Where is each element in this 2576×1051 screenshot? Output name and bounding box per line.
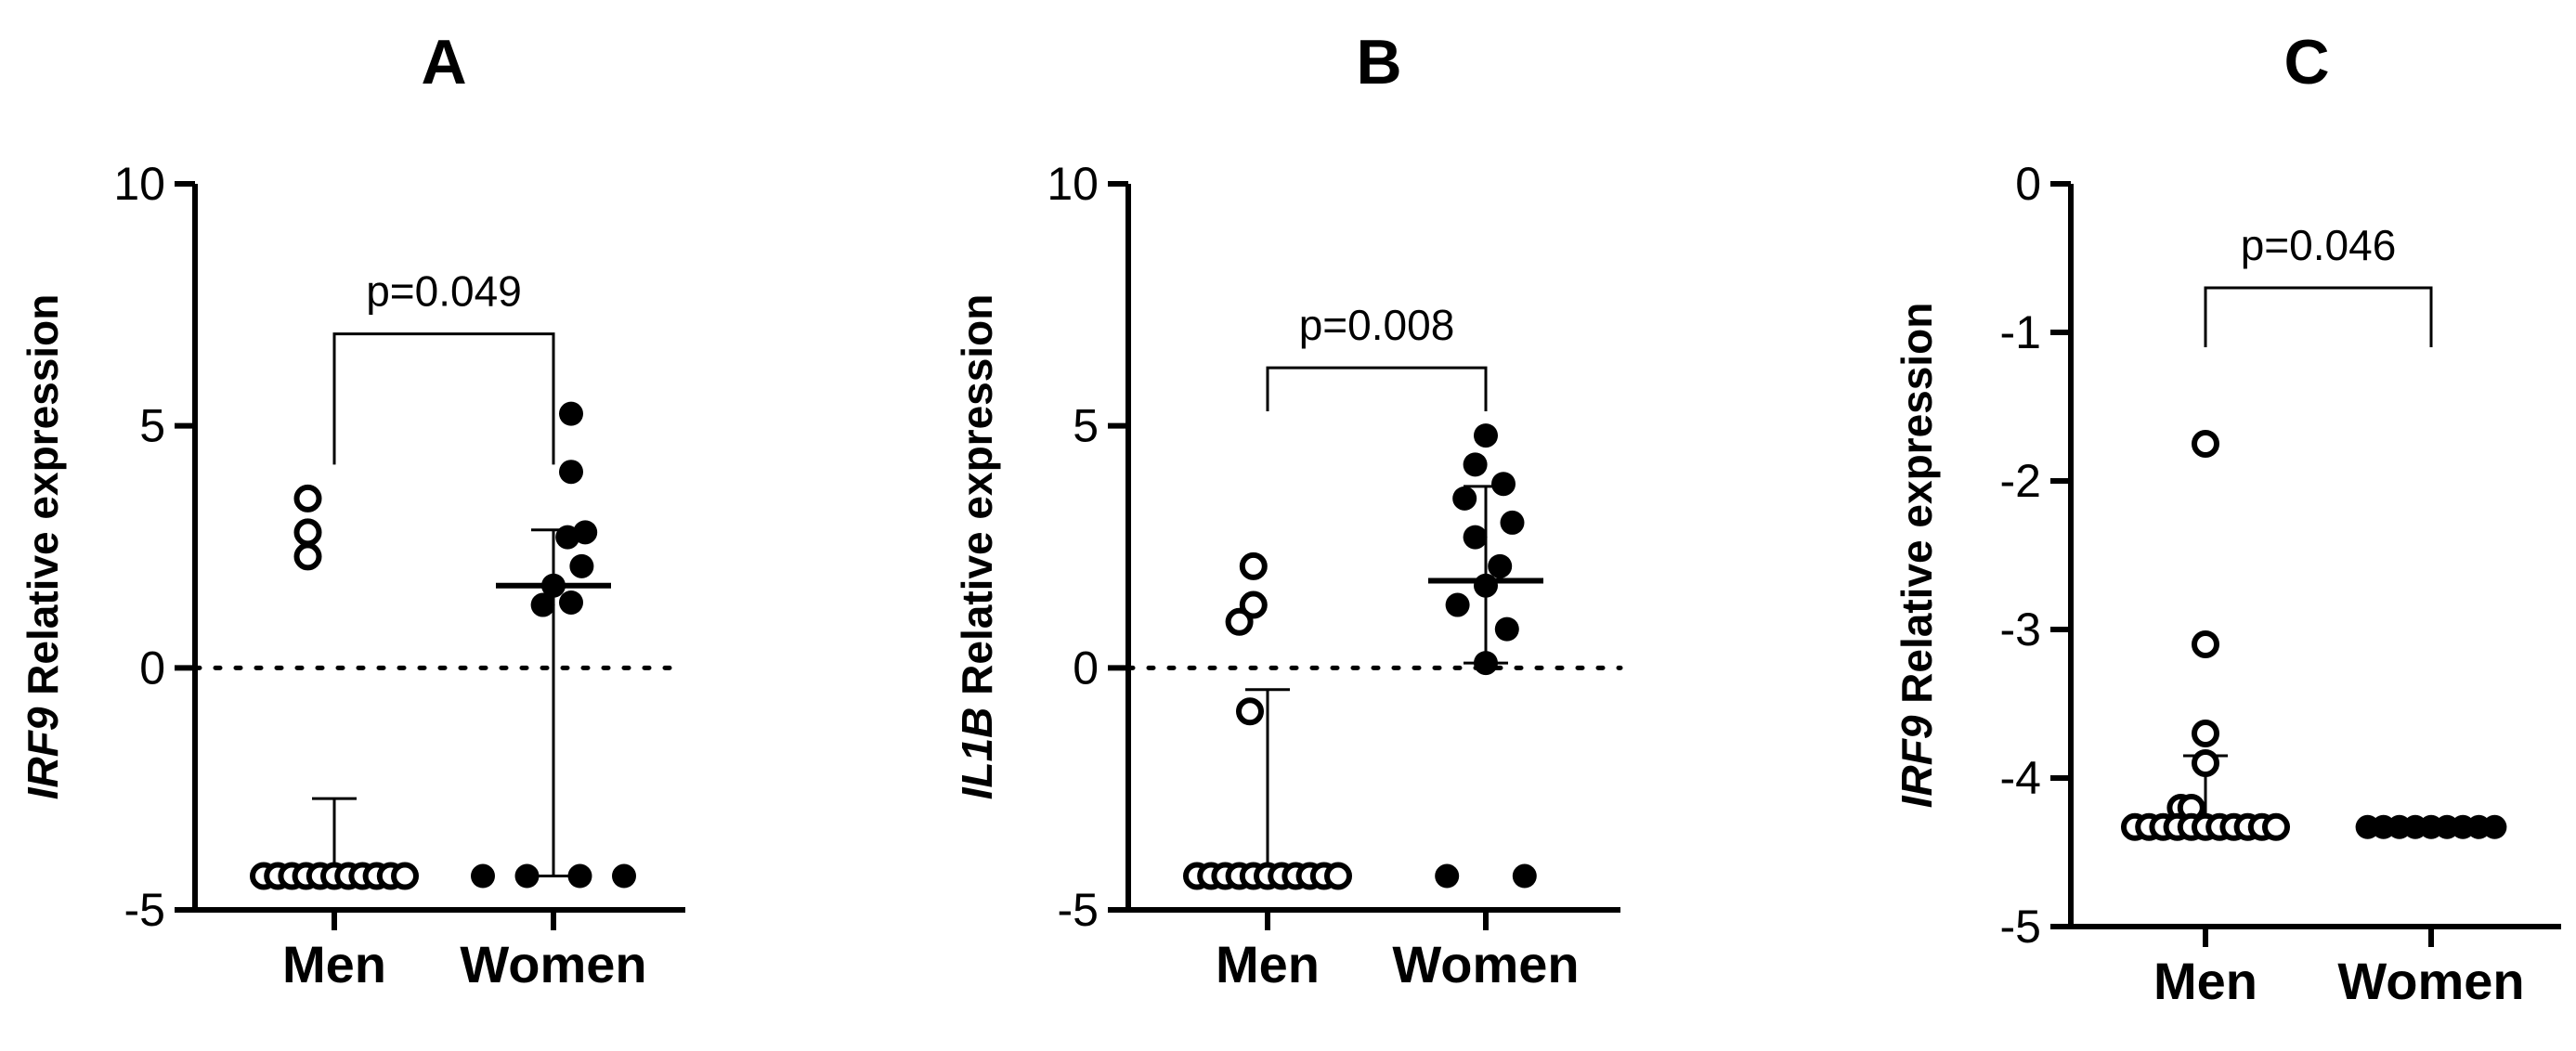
y-axis-label-text: Relative expression xyxy=(1893,303,1941,716)
y-tick-label: -5 xyxy=(1058,884,1099,936)
chart-panel-c: C IRF9 Relative expression -5 -4 -3 -2 -1 0 Men W… xyxy=(1893,27,2561,1010)
data-point-men xyxy=(1236,697,1264,726)
data-point-women xyxy=(1452,486,1477,511)
data-point-women xyxy=(569,553,594,578)
data-point-women xyxy=(1435,863,1460,889)
y-tick-label: -3 xyxy=(2000,603,2041,655)
data-point-women xyxy=(541,573,566,598)
data-point-women xyxy=(1474,573,1498,598)
y-tick-label: 5 xyxy=(139,400,165,452)
data-point-men xyxy=(293,484,322,513)
data-point-women xyxy=(1474,423,1498,448)
data-point-women xyxy=(530,592,555,617)
data-point-men xyxy=(2192,749,2219,777)
x-category-label: Men xyxy=(1216,935,1320,993)
y-tick-label: 5 xyxy=(1073,400,1099,452)
data-point-men xyxy=(2192,720,2219,747)
data-point-men xyxy=(293,542,322,571)
y-axis-label-gene: IRF9 xyxy=(19,707,67,799)
panel-letter: B xyxy=(1356,27,1401,97)
y-axis-label: IRF9 Relative expression xyxy=(1893,303,1941,809)
data-point-men xyxy=(2192,630,2219,658)
p-value-label: p=0.008 xyxy=(1299,301,1455,349)
y-axis-label-gene: IRF9 xyxy=(1893,715,1941,808)
data-point-women xyxy=(1463,452,1488,477)
data-point-men xyxy=(391,862,419,890)
panel-letter: A xyxy=(421,27,466,97)
y-tick-label: -1 xyxy=(2000,306,2041,358)
data-point-women xyxy=(1463,525,1488,550)
y-axis-label: IL1B Relative expression xyxy=(953,294,1001,800)
data-point-women xyxy=(1491,472,1516,497)
y-tick-label: 0 xyxy=(139,642,165,694)
panel-letter: C xyxy=(2283,27,2329,97)
y-tick-label: -5 xyxy=(124,884,165,936)
data-point-men xyxy=(1324,862,1352,890)
y-tick-label: 0 xyxy=(2015,158,2041,210)
data-point-women xyxy=(1494,616,1519,642)
y-axis-label-text: Relative expression xyxy=(953,294,1001,707)
y-tick-label: -4 xyxy=(2000,752,2041,804)
significance-bracket xyxy=(2204,286,2433,347)
data-point-men xyxy=(2262,812,2290,841)
data-point-men xyxy=(1239,551,1268,580)
data-point-women xyxy=(1500,510,1525,535)
data-point-women xyxy=(514,863,540,889)
x-category-label: Women xyxy=(1392,935,1579,993)
y-tick-label: -2 xyxy=(2000,455,2041,507)
p-value-label: p=0.046 xyxy=(2241,221,2397,269)
x-category-label: Men xyxy=(2153,952,2257,1010)
y-tick-label: 10 xyxy=(113,158,165,210)
data-point-men xyxy=(2192,430,2219,458)
chart-panel-b: B IL1B Relative expression -5 0 5 10 Men Women p… xyxy=(953,27,1623,993)
data-point-men xyxy=(1239,590,1268,619)
x-category-label: Women xyxy=(460,935,646,993)
data-point-women xyxy=(1474,651,1498,676)
data-point-women xyxy=(2482,814,2507,839)
significance-bracket xyxy=(1266,366,1488,412)
p-value-label: p=0.049 xyxy=(366,267,522,316)
data-point-men xyxy=(1225,607,1254,636)
y-tick-label: 0 xyxy=(1073,642,1099,694)
data-point-women xyxy=(555,525,580,550)
significance-bracket xyxy=(332,332,555,465)
data-point-men xyxy=(293,518,322,547)
data-point-women xyxy=(1445,592,1470,617)
y-tick-label: 10 xyxy=(1047,158,1099,210)
y-axis-label-gene: IL1B xyxy=(953,707,1001,800)
data-point-women xyxy=(567,863,592,889)
x-category-label: Men xyxy=(282,935,386,993)
data-point-women xyxy=(559,460,583,485)
data-point-women xyxy=(559,590,583,615)
x-category-label: Women xyxy=(2337,952,2524,1010)
data-point-women xyxy=(559,401,583,426)
y-axis-label-text: Relative expression xyxy=(19,294,67,707)
chart-panel-a: A IRF9 Relative expression -5 0 5 10 Men Women p… xyxy=(19,27,688,993)
y-tick-label: -5 xyxy=(2000,901,2041,953)
y-axis-label: IRF9 Relative expression xyxy=(19,294,67,800)
data-point-women xyxy=(471,863,495,889)
data-point-women xyxy=(1488,553,1513,578)
data-point-women xyxy=(1512,863,1537,889)
data-point-women xyxy=(612,863,636,889)
